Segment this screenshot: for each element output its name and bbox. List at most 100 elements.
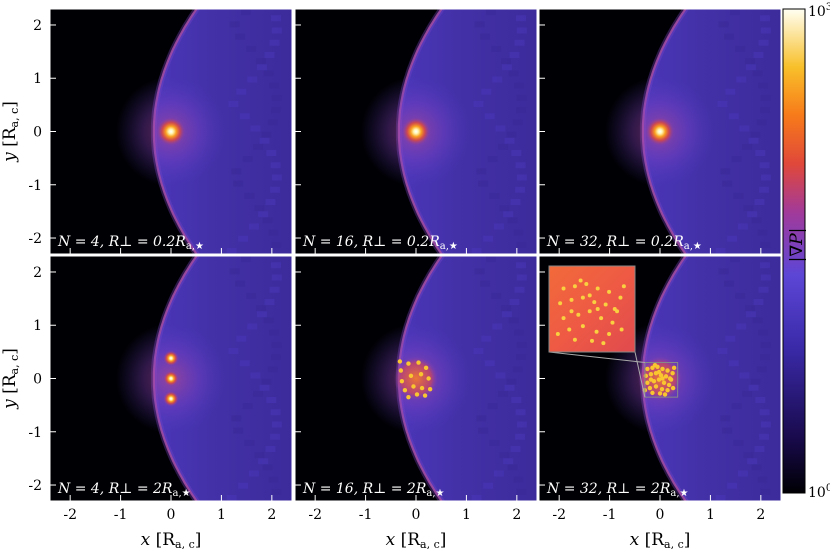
- grid-cell: [739, 372, 750, 379]
- grid-cell: [722, 180, 733, 187]
- grid-cell: [241, 256, 252, 263]
- inset-point: [580, 295, 585, 300]
- point-source: [398, 368, 404, 373]
- grid-cell: [265, 199, 276, 205]
- grid-cell: [491, 45, 502, 52]
- grid-cell: [476, 168, 487, 175]
- grid-cell: [226, 248, 237, 254]
- x-tick-label: -2: [308, 507, 322, 523]
- inset-point: [619, 327, 624, 332]
- grid-cell: [514, 82, 525, 89]
- grid-cell: [515, 162, 526, 169]
- point-source: [406, 394, 411, 400]
- grid-cell: [270, 186, 281, 193]
- grid-cell: [271, 94, 282, 101]
- grid-cell: [473, 101, 484, 107]
- panel-label: N = 16, R⊥ = 0.2Ra,★: [302, 234, 458, 252]
- grid-cell: [253, 390, 264, 397]
- grid-cell: [228, 348, 239, 354]
- point-source: [399, 378, 405, 384]
- grid-cell: [759, 409, 770, 416]
- grid-cell: [239, 113, 250, 120]
- grid-cell: [727, 235, 738, 242]
- grid-cell: [236, 335, 247, 342]
- grid-cell: [269, 82, 280, 89]
- grid-cell: [748, 137, 759, 144]
- inset-point: [555, 332, 560, 337]
- y-tick-label: 0: [33, 125, 42, 141]
- grid-cell: [256, 64, 267, 71]
- grid-cell: [727, 482, 738, 489]
- grid-cell: [250, 125, 261, 132]
- grid-cell: [489, 192, 500, 199]
- grid-cell: [747, 211, 758, 218]
- grid-cell: [226, 495, 237, 501]
- grid-cell: [514, 39, 525, 46]
- grid-cell: [483, 482, 494, 489]
- grid-cell: [499, 205, 510, 212]
- panel-a-field: [50, 9, 292, 254]
- zoom-connector: [548, 351, 645, 364]
- grid-cell: [493, 223, 504, 230]
- inset-point: [569, 309, 574, 314]
- point-source: [397, 359, 403, 364]
- grid-cell: [760, 174, 771, 181]
- grid-cell: [229, 21, 240, 28]
- point-source: [402, 388, 408, 393]
- grid-cell: [471, 495, 482, 501]
- grid-cell: [760, 341, 771, 348]
- x-tick-label: 2: [512, 507, 521, 523]
- grid-cell: [270, 15, 281, 22]
- point-source: [419, 385, 425, 391]
- point-source: [645, 380, 650, 385]
- grid-cell: [751, 217, 762, 224]
- grid-cell: [473, 348, 484, 354]
- grid-cell: [759, 15, 770, 22]
- grid-cell: [261, 131, 272, 138]
- panel-a: N = 4, R⊥ = 0.2Ra,★: [49, 8, 293, 255]
- grid-cell: [254, 452, 265, 459]
- panel-d-field: [50, 256, 292, 501]
- grid-cell: [235, 33, 246, 40]
- x-tick-label: -2: [552, 507, 566, 523]
- grid-cell: [256, 311, 267, 318]
- x-tick-label: 1: [706, 507, 715, 523]
- grid-cell: [516, 421, 527, 428]
- y-tick-label: 2: [33, 18, 42, 34]
- panel-e-field: [295, 256, 537, 501]
- y-axis-label: y [Ra, c]: [0, 348, 21, 410]
- grid-cell: [516, 107, 527, 114]
- grid-cell: [515, 433, 526, 440]
- grid-cell: [744, 305, 755, 312]
- point-source: [666, 382, 672, 388]
- grid-cell: [269, 329, 280, 336]
- grid-cell: [725, 88, 736, 95]
- grid-cell: [717, 101, 728, 107]
- grid-cell: [724, 33, 735, 40]
- grid-cell: [760, 421, 771, 428]
- grid-cell: [491, 292, 502, 299]
- accretor-core: [401, 116, 431, 147]
- grid-cell: [743, 205, 754, 212]
- grid-cell: [481, 88, 492, 95]
- point-source: [643, 373, 649, 379]
- grid-cell: [238, 482, 249, 489]
- grid-cell: [265, 446, 276, 452]
- y-tick-label: 2: [33, 265, 42, 281]
- grid-cell: [760, 274, 771, 281]
- x-axis-label: x [Ra, c]: [386, 530, 447, 549]
- point-source: [671, 365, 677, 371]
- point-source: [661, 380, 667, 385]
- point-source: [660, 376, 665, 381]
- panels-group: N = 4, R⊥ = 0.2Ra,★ N = 16, R⊥ = 0.2Ra,★ N…: [49, 8, 782, 502]
- point-source: [422, 393, 428, 398]
- panel-label: N = 32, R⊥ = 2Ra,★: [546, 481, 689, 499]
- grid-cell: [268, 229, 279, 236]
- grid-cell: [717, 348, 728, 354]
- x-tick-label: 1: [462, 507, 471, 523]
- grid-cell: [487, 403, 498, 410]
- y-tick-label: -1: [28, 425, 42, 441]
- grid-cell: [247, 76, 258, 83]
- grid-cell: [515, 262, 526, 269]
